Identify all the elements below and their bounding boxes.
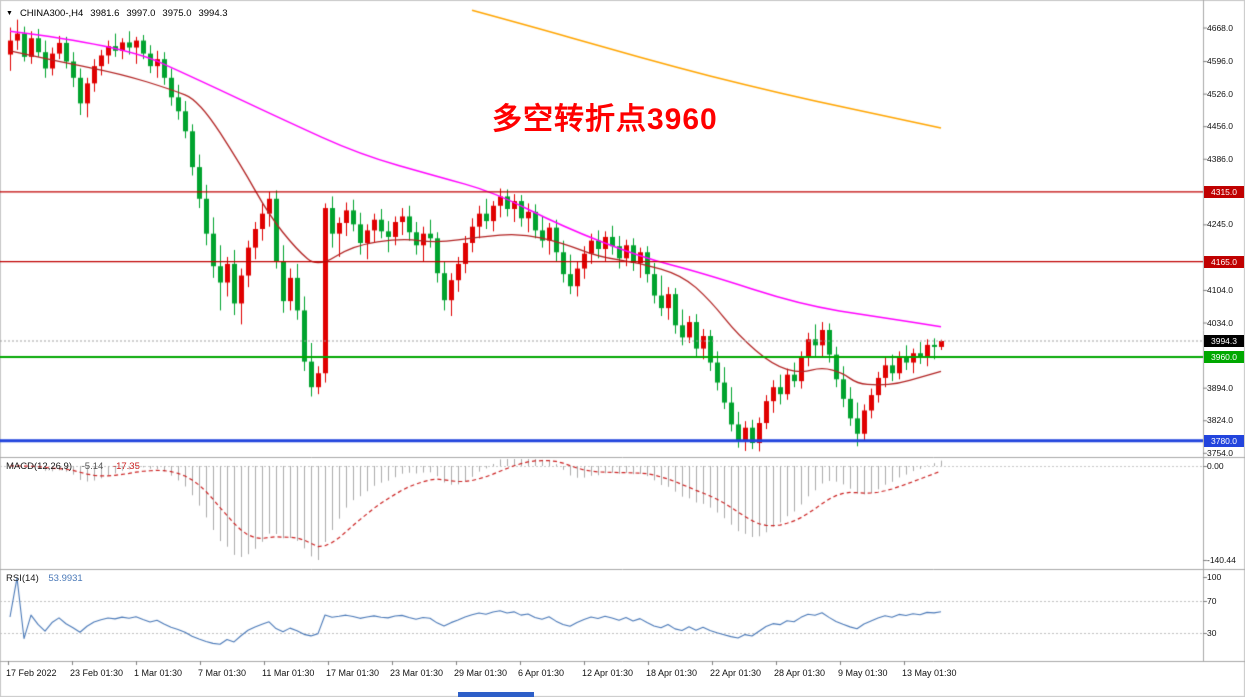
price-axis-label: 4456.0 [1207, 121, 1233, 132]
chart-header: ▼ CHINA300-,H4 3981.6 3997.0 3975.0 3994… [6, 8, 228, 19]
price-axis-label: 3754.0 [1207, 447, 1233, 458]
price-axis-label: 4245.0 [1207, 219, 1233, 230]
date-axis-label: 28 Apr 01:30 [774, 668, 826, 678]
rsi-name: RSI(14) [6, 573, 39, 584]
price-level-badge: 3780.0 [1204, 434, 1244, 447]
price-axis-label: 4668.0 [1207, 22, 1233, 33]
price-level-badge: 3960.0 [1204, 350, 1244, 363]
ohlc-low-value: 3975.0 [162, 8, 192, 19]
price-axis-label: 3894.0 [1207, 382, 1233, 393]
rsi-indicator-label: RSI(14) 53.9931 [6, 573, 83, 584]
ohlc-high-value: 3997.0 [126, 8, 156, 19]
symbol-marker-icon: ▼ [6, 10, 13, 17]
date-axis-label: 18 Apr 01:30 [646, 668, 698, 678]
macd-name: MACD(12,26,9) [6, 461, 72, 472]
date-axis-label: 17 Mar 01:30 [326, 668, 380, 678]
macd-value-main: -5.14 [81, 461, 104, 472]
price-level-badge: 4315.0 [1204, 185, 1244, 198]
date-axis-label: 17 Feb 2022 [6, 668, 57, 678]
ohlc-open-value: 3981.6 [90, 8, 120, 19]
date-axis-label: 9 May 01:30 [838, 668, 888, 678]
ohlc-close-value: 3994.3 [198, 8, 228, 19]
rsi-axis-label: 100 [1207, 572, 1222, 582]
rsi-axis-label: 30 [1207, 628, 1217, 638]
price-axis-label: 4526.0 [1207, 88, 1233, 99]
date-axis-label: 11 Mar 01:30 [262, 668, 315, 678]
date-axis-label: 23 Mar 01:30 [390, 668, 444, 678]
price-axis-label: 4104.0 [1207, 284, 1233, 295]
taskbar-fragment [458, 692, 534, 697]
price-axis-label: 4034.0 [1207, 317, 1233, 328]
rsi-axis-label: 70 [1207, 596, 1217, 606]
macd-axis-label: -140.44 [1207, 555, 1236, 565]
annotation-text: 多空转折点3960 [492, 103, 718, 136]
price-level-badge: 4165.0 [1204, 255, 1244, 268]
symbol-period-label: CHINA300-,H4 [19, 8, 84, 19]
macd-axis-label: 0.00 [1207, 461, 1224, 471]
date-axis-label: 29 Mar 01:30 [454, 668, 508, 678]
date-axis-label: 6 Apr 01:30 [518, 668, 565, 678]
rsi-value: 53.9931 [48, 573, 83, 584]
date-axis-label: 23 Feb 01:30 [70, 668, 124, 678]
date-axis-label: 13 May 01:30 [902, 668, 957, 678]
price-level-badge: 3994.3 [1204, 335, 1244, 347]
price-axis-label: 3824.0 [1207, 415, 1233, 426]
price-axis-label: 4596.0 [1207, 56, 1233, 67]
date-axis-label: 22 Apr 01:30 [710, 668, 762, 678]
price-axis-label: 4386.0 [1207, 153, 1233, 164]
date-axis-label: 7 Mar 01:30 [198, 668, 247, 678]
date-axis-label: 12 Apr 01:30 [582, 668, 634, 678]
macd-indicator-label: MACD(12,26,9) -5.14 -17.35 [6, 461, 140, 472]
macd-value-signal: -17.35 [112, 461, 140, 472]
date-axis-label: 1 Mar 01:30 [134, 668, 183, 678]
